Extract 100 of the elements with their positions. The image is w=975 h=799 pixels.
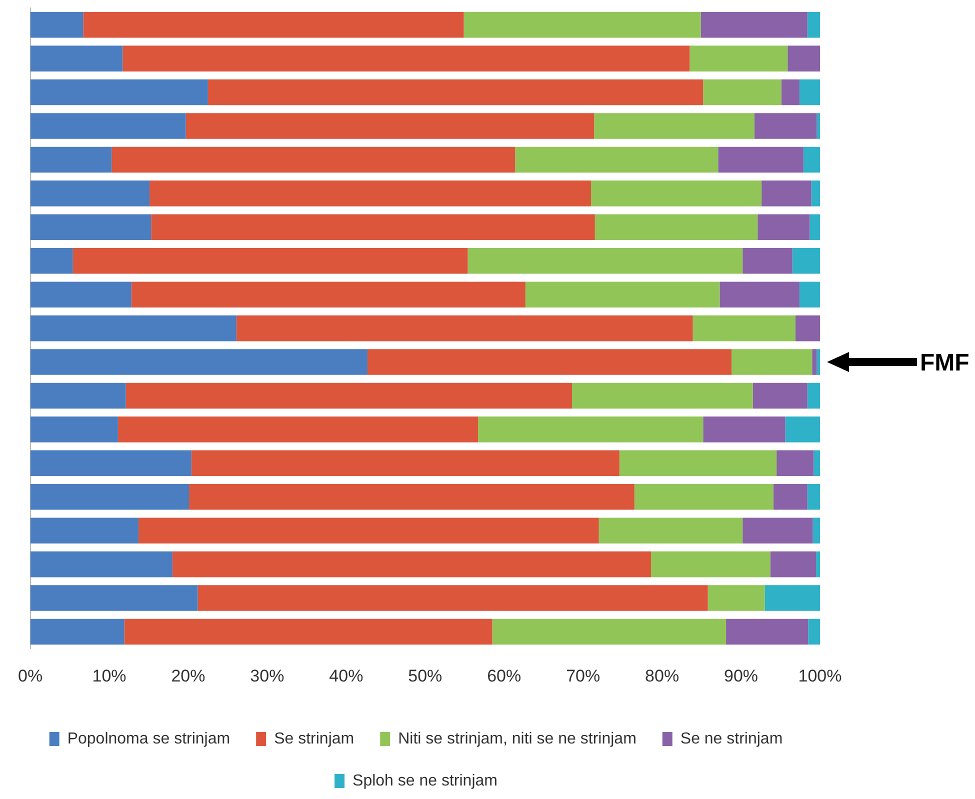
- bar: [703, 79, 782, 106]
- bar: [619, 450, 777, 476]
- bar: [30, 518, 138, 544]
- bar: [651, 551, 770, 578]
- bar: [773, 484, 808, 510]
- bar: [752, 382, 808, 409]
- bar: [788, 46, 820, 72]
- bar: [30, 551, 172, 578]
- bar: [785, 416, 820, 442]
- bar: [492, 618, 726, 645]
- x-tick-label: 80%: [645, 666, 680, 686]
- bar: [807, 484, 820, 510]
- bar: [186, 113, 594, 139]
- bar: [700, 12, 808, 38]
- bar: [812, 518, 820, 544]
- bar: [594, 214, 758, 240]
- bar: [30, 12, 84, 38]
- bar: [803, 146, 820, 173]
- bar: [742, 248, 792, 274]
- bar: [30, 79, 208, 106]
- bar: [126, 382, 572, 409]
- bar: [150, 180, 591, 206]
- legend-label: Se strinjam: [274, 730, 354, 748]
- bar: [720, 282, 800, 308]
- x-tick-label: 0%: [18, 666, 43, 686]
- bar: [367, 349, 732, 375]
- bar: [594, 113, 754, 139]
- bar: [30, 248, 73, 274]
- bar: [30, 585, 198, 611]
- bar: [236, 315, 693, 342]
- bar: [72, 248, 468, 274]
- bar: [708, 585, 765, 611]
- bar: [172, 551, 651, 578]
- bar: [30, 484, 190, 510]
- bar: [208, 79, 704, 106]
- bar: [30, 382, 126, 409]
- bar: [30, 146, 112, 173]
- bar: [572, 382, 753, 409]
- bar: [30, 349, 368, 375]
- bar: [718, 146, 804, 173]
- bar: [781, 79, 800, 106]
- bar: [525, 282, 720, 308]
- bar: [810, 214, 820, 240]
- bar: [690, 46, 788, 72]
- bar: [30, 416, 118, 442]
- bar: [812, 349, 817, 375]
- bar: [799, 79, 820, 106]
- bar: [764, 585, 820, 611]
- bar: [191, 450, 620, 476]
- bar: [468, 248, 743, 274]
- bar: [590, 180, 762, 206]
- bar: [703, 416, 786, 442]
- bar: [189, 484, 634, 510]
- legend-label: Se ne strinjam: [680, 730, 783, 748]
- bar: [30, 46, 123, 72]
- x-tick-label: 60%: [487, 666, 522, 686]
- bar: [816, 113, 820, 139]
- bar: [598, 518, 743, 544]
- x-tick-label: 20%: [171, 666, 206, 686]
- bar: [30, 282, 132, 308]
- bar: [83, 12, 464, 38]
- bar: [816, 349, 820, 375]
- bar: [692, 315, 796, 342]
- bar: [811, 180, 820, 206]
- bar: [726, 618, 808, 645]
- bar: [198, 585, 708, 611]
- bar: [762, 180, 812, 206]
- bar: [796, 315, 820, 342]
- bar: [151, 214, 595, 240]
- bar: [515, 146, 718, 173]
- x-tick-label: 90%: [724, 666, 758, 686]
- bar: [30, 113, 186, 139]
- bar: [799, 282, 820, 308]
- bar: [732, 349, 812, 375]
- bar: [30, 618, 124, 645]
- bar: [814, 450, 820, 476]
- x-tick-label: 30%: [250, 666, 284, 686]
- x-tick-label: 100%: [798, 666, 842, 686]
- bar: [112, 146, 516, 173]
- bar: [464, 12, 701, 38]
- bar: [776, 450, 814, 476]
- bar: [30, 214, 152, 240]
- x-tick-label: 10%: [92, 666, 126, 686]
- bar: [124, 618, 492, 645]
- bar: [30, 450, 192, 476]
- bar: [138, 518, 599, 544]
- text: FMF: [920, 350, 970, 377]
- bar: [634, 484, 774, 510]
- bar: [122, 46, 690, 72]
- bar: [808, 618, 820, 645]
- legend-label: Popolnoma se strinjam: [67, 730, 230, 748]
- x-tick-label: 40%: [329, 666, 364, 686]
- bar: [792, 248, 820, 274]
- x-tick-label: 70%: [566, 666, 600, 686]
- bar: [131, 282, 526, 308]
- bar: [118, 416, 478, 442]
- bar: [758, 214, 810, 240]
- bar: [30, 180, 150, 206]
- bar: [742, 518, 813, 544]
- bar: [30, 315, 236, 342]
